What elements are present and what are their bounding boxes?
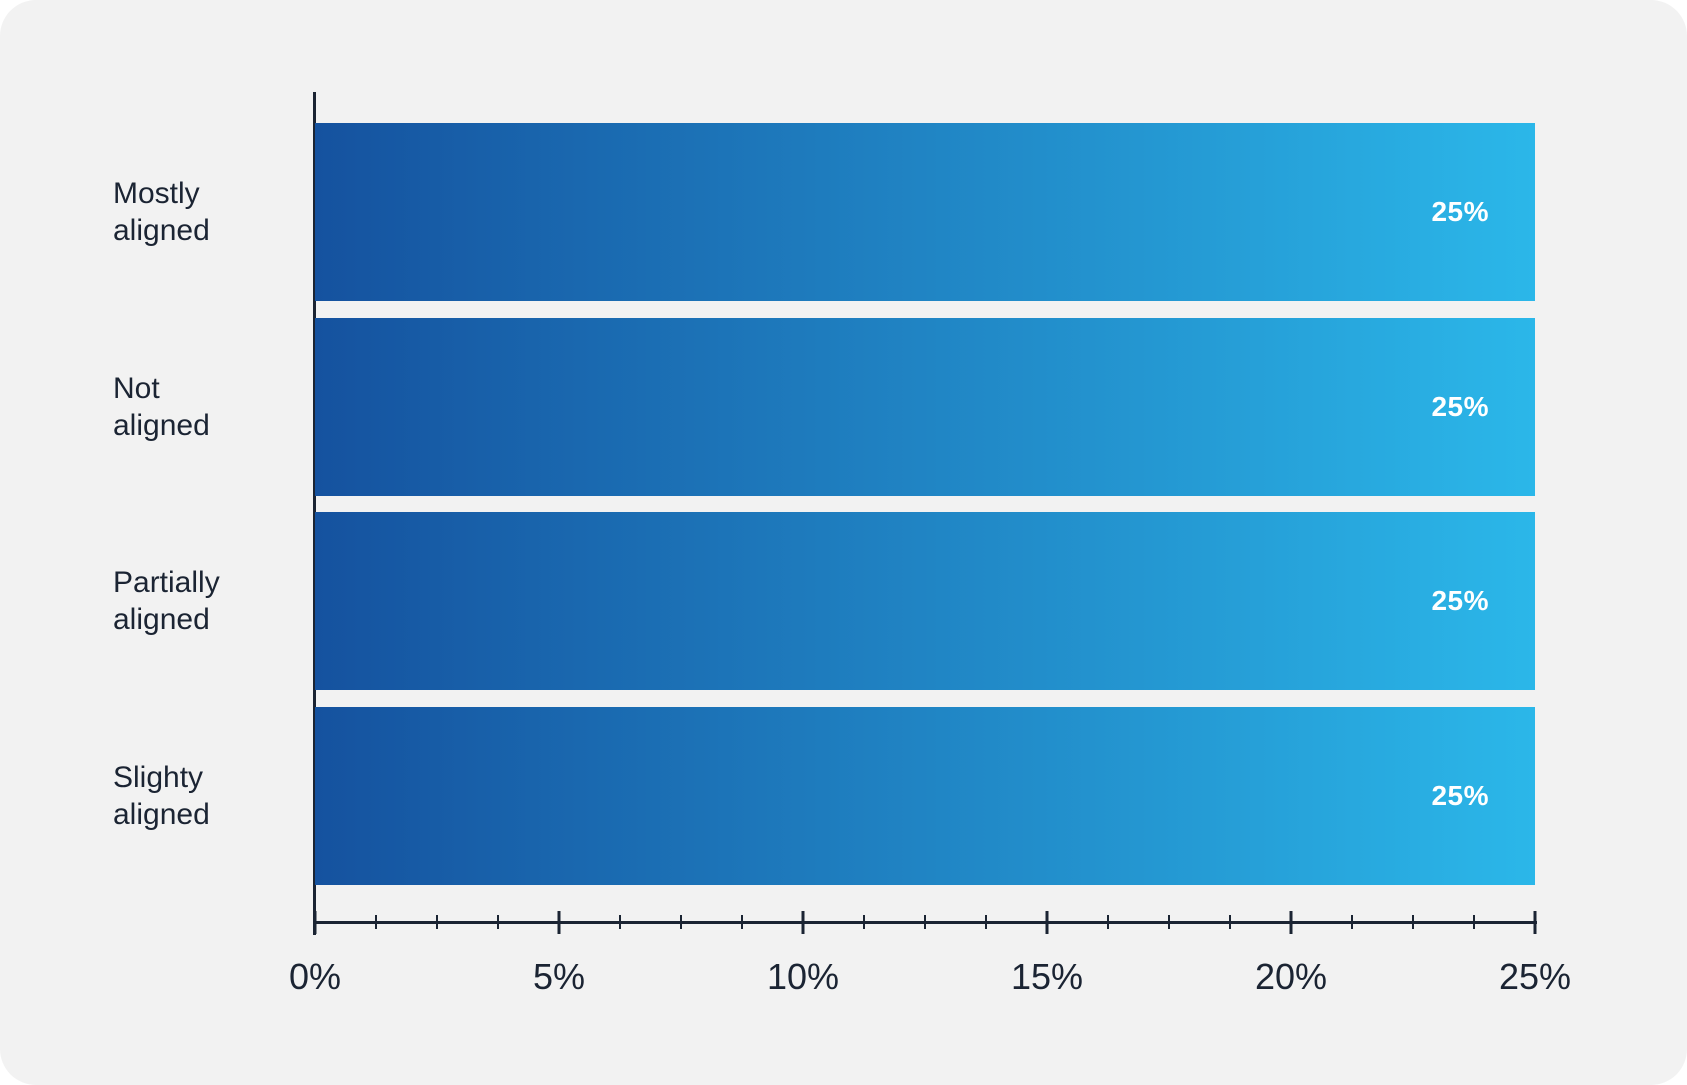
- category-label-line: aligned: [113, 797, 210, 831]
- bar: 25%: [315, 706, 1535, 885]
- x-axis-tick-label: 5%: [532, 956, 586, 997]
- y-axis-line: [313, 92, 316, 935]
- bar-row: 25% Slighty aligned: [113, 706, 1535, 885]
- x-axis-tick-label: 15%: [1010, 956, 1084, 997]
- category-label-line: Mostly: [113, 177, 200, 210]
- category-label-line: Slighty: [113, 760, 204, 794]
- x-axis-tick-label: 25%: [1498, 956, 1572, 997]
- x-axis-line: [313, 921, 1537, 924]
- category-label: Slighty aligned: [113, 707, 305, 885]
- bar-row: 25% Mostly aligned: [113, 123, 1535, 301]
- bar: 25%: [315, 317, 1535, 496]
- x-axis-tick-label: 10%: [766, 956, 840, 997]
- category-label-line: aligned: [113, 603, 210, 636]
- category-label-line: aligned: [113, 408, 210, 442]
- bar-value-label: 25%: [1431, 196, 1489, 227]
- category-label: Not aligned: [113, 318, 305, 496]
- category-label-line: Partially: [113, 566, 220, 599]
- bar: 25%: [315, 123, 1535, 301]
- category-label-line: aligned: [113, 214, 210, 247]
- x-axis-tick-label: 0%: [288, 956, 342, 997]
- bar-value-label: 25%: [1431, 779, 1489, 811]
- category-label: Mostly aligned: [113, 123, 305, 301]
- category-label: Partially aligned: [113, 512, 305, 690]
- bar-value-label: 25%: [1431, 390, 1489, 422]
- category-label-line: Not: [113, 371, 160, 405]
- bar-row: 25% Partially aligned: [113, 512, 1535, 690]
- bar-value-label: 25%: [1431, 585, 1489, 616]
- bar-row: 25% Not aligned: [113, 317, 1535, 496]
- bar-rows: 25% Mostly aligned 25% Not aligned 25% Partiall…: [113, 123, 1535, 885]
- bar: 25%: [315, 512, 1535, 690]
- x-axis-tick-label: 20%: [1254, 956, 1328, 997]
